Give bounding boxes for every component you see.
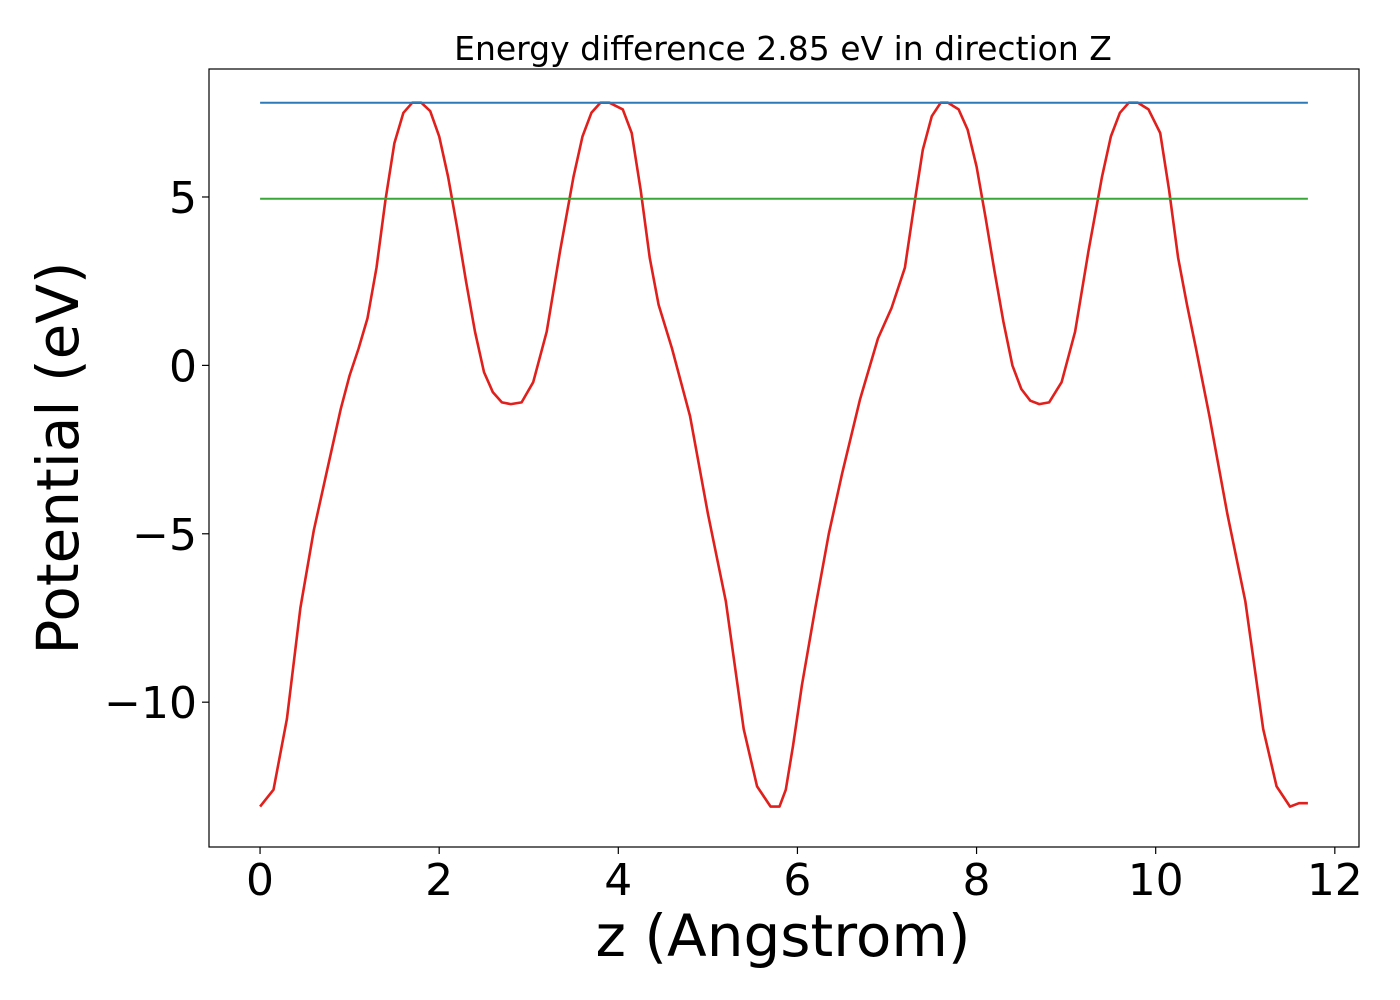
x-axis: 0 2 4 6 8 10 12 — [246, 847, 1363, 906]
x-tick-label: 4 — [604, 855, 632, 906]
y-tick-label: 5 — [169, 173, 197, 224]
x-tick-label: 10 — [1128, 855, 1184, 906]
y-tick-label: −10 — [104, 678, 197, 729]
x-tick-label: 12 — [1307, 855, 1363, 906]
plot-frame — [208, 68, 1360, 848]
plot-area — [259, 101, 1308, 808]
y-axis-label: Potential (eV) — [24, 261, 92, 654]
x-tick-label: 8 — [963, 855, 991, 906]
chart-title: Energy difference 2.85 eV in direction Z — [454, 29, 1112, 68]
x-axis-label: z (Angstrom) — [596, 902, 971, 970]
potential-curve — [259, 101, 1308, 808]
y-tick-label: −5 — [132, 510, 197, 561]
x-tick-label: 2 — [425, 855, 453, 906]
y-tick-label: 0 — [169, 341, 197, 392]
x-tick-label: 6 — [783, 855, 811, 906]
y-axis: −10 −5 0 5 — [104, 173, 209, 729]
x-tick-label: 0 — [246, 855, 274, 906]
